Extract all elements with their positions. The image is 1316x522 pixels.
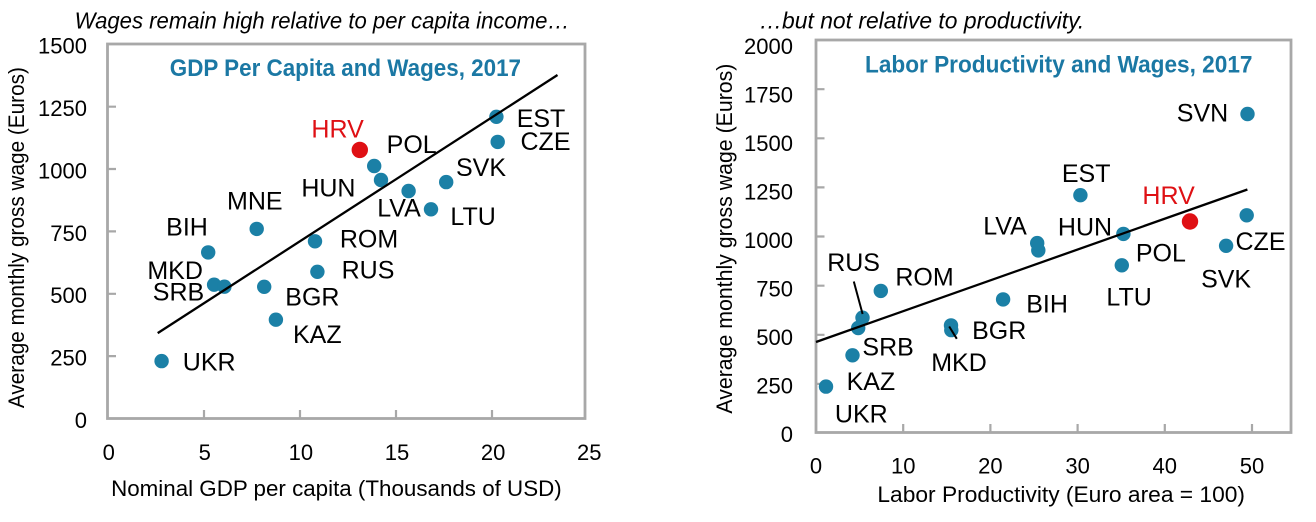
svg-text:20: 20 (481, 440, 505, 465)
svg-text:BGR: BGR (285, 283, 339, 311)
svg-text:0: 0 (103, 440, 115, 465)
svg-text:HUN: HUN (301, 174, 355, 202)
svg-text:POL: POL (1136, 240, 1186, 268)
svg-text:BIH: BIH (166, 213, 208, 241)
svg-text:Labor Productivity and Wages,: Labor Productivity and Wages, 2017 (865, 52, 1253, 79)
svg-text:POL: POL (387, 131, 437, 159)
svg-text:LVA: LVA (983, 213, 1027, 241)
svg-text:1000: 1000 (744, 228, 793, 253)
svg-text:750: 750 (50, 221, 87, 246)
svg-text:MKD: MKD (931, 349, 987, 377)
svg-text:0: 0 (810, 454, 822, 479)
svg-text:2000: 2000 (744, 34, 793, 59)
svg-text:1000: 1000 (38, 158, 87, 183)
svg-text:RUS: RUS (827, 249, 880, 277)
svg-text:1250: 1250 (38, 96, 87, 121)
svg-text:SRB: SRB (862, 333, 913, 361)
svg-text:30: 30 (1065, 454, 1089, 479)
svg-text:EST: EST (517, 105, 566, 133)
svg-text:500: 500 (756, 325, 793, 350)
svg-text:250: 250 (50, 346, 87, 371)
svg-text:RUS: RUS (342, 257, 395, 285)
svg-text:750: 750 (756, 277, 793, 302)
svg-text:1500: 1500 (744, 131, 793, 156)
svg-text:10: 10 (891, 454, 915, 479)
svg-text:10: 10 (289, 440, 313, 465)
svg-text:0: 0 (75, 408, 87, 433)
svg-text:SVK: SVK (1201, 265, 1251, 293)
svg-text:UKR: UKR (183, 349, 236, 377)
svg-text:KAZ: KAZ (293, 321, 342, 349)
svg-text:BGR: BGR (972, 317, 1026, 345)
svg-text:250: 250 (756, 374, 793, 399)
svg-text:0: 0 (781, 422, 793, 447)
svg-text:1250: 1250 (744, 180, 793, 205)
svg-text:Average monthly gross wage (Eu: Average monthly gross wage (Euros) (712, 64, 737, 414)
svg-text:MNE: MNE (227, 187, 283, 215)
svg-text:500: 500 (50, 283, 87, 308)
svg-text:Nominal GDP per capita (Thousa: Nominal GDP per capita (Thousands of USD… (111, 476, 562, 501)
svg-text:1500: 1500 (38, 34, 87, 59)
svg-text:15: 15 (385, 440, 409, 465)
svg-text:Wages remain high relative to: Wages remain high relative to per capita… (75, 7, 570, 33)
svg-text:1750: 1750 (744, 83, 793, 108)
svg-text:40: 40 (1153, 454, 1177, 479)
svg-text:SVK: SVK (456, 154, 506, 182)
svg-text:Average monthly gross wage (Eu: Average monthly gross wage (Euros) (4, 67, 29, 408)
svg-text:UKR: UKR (835, 401, 888, 429)
svg-text:LVA: LVA (377, 195, 421, 223)
svg-text:ROM: ROM (340, 226, 398, 254)
svg-text:Labor Productivity (Euro area: Labor Productivity (Euro area = 100) (877, 482, 1245, 507)
svg-text:LTU: LTU (1106, 284, 1151, 312)
svg-text:MKD: MKD (147, 257, 203, 285)
svg-text:LTU: LTU (450, 203, 495, 231)
svg-text:…but not relative to productiv: …but not relative to productivity. (759, 7, 1084, 33)
svg-text:5: 5 (199, 440, 211, 465)
svg-text:GDP Per Capita and Wages, 2017: GDP Per Capita and Wages, 2017 (170, 55, 521, 82)
svg-text:HUN: HUN (1058, 214, 1112, 242)
svg-text:20: 20 (978, 454, 1002, 479)
svg-text:HRV: HRV (1142, 182, 1195, 210)
svg-text:SRB: SRB (153, 279, 204, 307)
svg-text:KAZ: KAZ (847, 368, 896, 396)
svg-text:50: 50 (1240, 454, 1264, 479)
svg-text:CZE: CZE (521, 128, 571, 156)
svg-text:SVN: SVN (1177, 100, 1228, 128)
svg-text:CZE: CZE (1236, 228, 1286, 256)
svg-text:25: 25 (577, 440, 601, 465)
svg-text:BIH: BIH (1026, 290, 1068, 318)
svg-text:ROM: ROM (895, 264, 953, 292)
svg-text:HRV: HRV (311, 116, 364, 144)
svg-text:EST: EST (1062, 160, 1111, 188)
